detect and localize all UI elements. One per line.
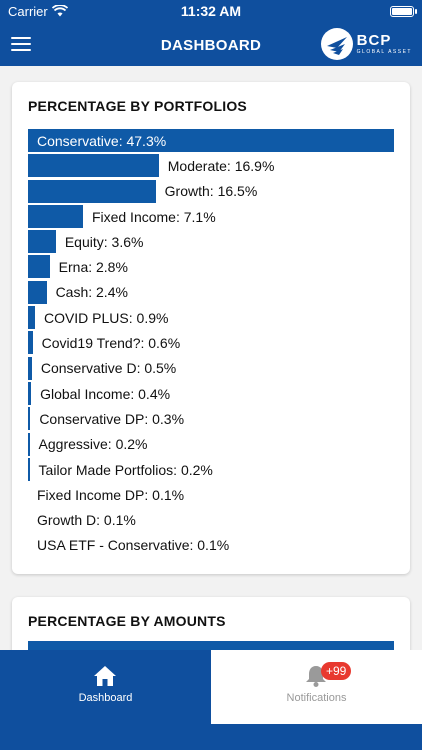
- portfolio-row[interactable]: Fixed Income: 7.1%: [28, 204, 394, 229]
- clock: 11:32 AM: [180, 3, 242, 19]
- portfolio-bar: [28, 179, 156, 203]
- tab-dashboard[interactable]: Dashboard: [0, 650, 211, 724]
- portfolio-row[interactable]: Erna: 2.8%: [28, 254, 394, 279]
- portfolio-label: Tailor Made Portfolios: 0.2%: [38, 461, 213, 478]
- portfolio-row[interactable]: Conservative DP: 0.3%: [28, 406, 394, 431]
- portfolio-bar: [28, 331, 33, 355]
- portfolio-row[interactable]: USA ETF - Conservative: 0.1%: [28, 533, 394, 558]
- tab-notifications[interactable]: +99 Notifications: [211, 650, 422, 724]
- portfolio-label: USA ETF - Conservative: 0.1%: [37, 537, 230, 554]
- portfolio-label: Growth D: 0.1%: [37, 512, 136, 529]
- portfolio-label: Conservative DP: 0.3%: [39, 410, 185, 427]
- home-icon: [94, 666, 116, 686]
- portfolio-row[interactable]: Moderate: 16.9%: [28, 153, 394, 178]
- status-bar: Carrier 11:32 AM: [0, 0, 422, 24]
- portfolio-bar: [28, 204, 83, 228]
- portfolio-label: Cash: 2.4%: [55, 284, 128, 301]
- portfolio-row[interactable]: Conservative D: 0.5%: [28, 356, 394, 381]
- portfolio-bar: [28, 129, 394, 152]
- notifications-badge: +99: [321, 662, 352, 680]
- portfolio-label: Covid19 Trend?: 0.6%: [41, 335, 181, 352]
- page-title: DASHBOARD: [160, 37, 262, 54]
- portfolio-label: Conservative D: 0.5%: [40, 360, 177, 377]
- portfolio-row[interactable]: Aggressive: 0.2%: [28, 432, 394, 457]
- header: DASHBOARD BCP GLOBAL ASSET: [0, 24, 422, 66]
- portfolio-row[interactable]: Conservative: 47.3%: [28, 128, 394, 153]
- portfolios-card: PERCENTAGE BY PORTFOLIOS Conservative: 4…: [12, 82, 410, 574]
- portfolio-row[interactable]: Global Income: 0.4%: [28, 381, 394, 406]
- menu-icon[interactable]: [11, 37, 31, 53]
- portfolio-bar: [28, 432, 30, 456]
- portfolio-row[interactable]: COVID PLUS: 0.9%: [28, 305, 394, 330]
- portfolio-row[interactable]: Growth: 16.5%: [28, 179, 394, 204]
- portfolio-bar: [28, 255, 50, 279]
- portfolio-bar: [28, 356, 32, 380]
- portfolio-bar: [28, 457, 30, 481]
- portfolio-label: Erna: 2.8%: [58, 259, 128, 276]
- logo-mark-icon: [320, 28, 353, 60]
- portfolio-label: Conservative: 47.3%: [37, 132, 167, 149]
- portfolio-bar: [28, 230, 56, 254]
- portfolio-bar: [28, 154, 159, 178]
- amounts-card: PERCENTAGE BY AMOUNTS: [12, 597, 410, 650]
- portfolio-label: Equity: 3.6%: [64, 233, 144, 250]
- amounts-bar[interactable]: [28, 641, 394, 650]
- portfolio-label: Fixed Income: 7.1%: [91, 208, 216, 225]
- portfolios-bar-chart: Conservative: 47.3% Moderate: 16.9% Growth…: [28, 128, 394, 558]
- portfolio-row[interactable]: Equity: 3.6%: [28, 229, 394, 254]
- portfolio-row[interactable]: Covid19 Trend?: 0.6%: [28, 330, 394, 355]
- carrier-label: Carrier: [8, 4, 48, 19]
- logo-sub: GLOBAL ASSET: [356, 49, 412, 55]
- portfolio-row[interactable]: Cash: 2.4%: [28, 280, 394, 305]
- portfolio-row[interactable]: Fixed Income DP: 0.1%: [28, 482, 394, 507]
- portfolio-label: Global Income: 0.4%: [40, 385, 171, 402]
- portfolio-bar: [28, 381, 32, 405]
- tab-notifications-label: Notifications: [286, 692, 347, 704]
- portfolios-title: PERCENTAGE BY PORTFOLIOS: [28, 98, 247, 114]
- logo-brand: BCP: [356, 32, 392, 49]
- wifi-icon: [52, 5, 68, 17]
- portfolio-label: Fixed Income DP: 0.1%: [37, 486, 185, 503]
- amounts-title: PERCENTAGE BY AMOUNTS: [28, 613, 226, 629]
- bcp-logo: BCP GLOBAL ASSET: [320, 28, 412, 60]
- portfolio-bar: [28, 280, 47, 304]
- dashboard-content[interactable]: PERCENTAGE BY PORTFOLIOS Conservative: 4…: [0, 66, 422, 650]
- battery-icon: [390, 6, 417, 17]
- tab-dashboard-label: Dashboard: [78, 692, 133, 704]
- portfolio-label: COVID PLUS: 0.9%: [43, 309, 169, 326]
- portfolio-label: Moderate: 16.9%: [167, 157, 275, 174]
- tab-bar: Dashboard +99 Notifications: [0, 650, 422, 750]
- portfolio-label: Growth: 16.5%: [164, 183, 258, 200]
- portfolio-bar: [28, 306, 35, 330]
- portfolio-row[interactable]: Tailor Made Portfolios: 0.2%: [28, 457, 394, 482]
- portfolio-row[interactable]: Growth D: 0.1%: [28, 507, 394, 532]
- portfolio-label: Aggressive: 0.2%: [38, 436, 148, 453]
- portfolio-bar: [28, 407, 31, 431]
